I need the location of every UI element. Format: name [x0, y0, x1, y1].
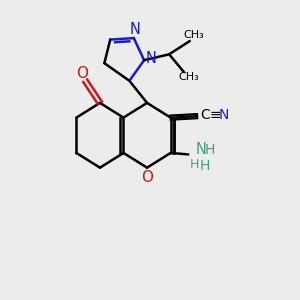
Text: H: H — [205, 143, 215, 157]
Text: N: N — [146, 51, 157, 66]
Text: O: O — [76, 66, 88, 81]
Text: CH₃: CH₃ — [178, 72, 199, 82]
Text: ≡: ≡ — [209, 108, 221, 122]
Text: H: H — [190, 158, 199, 171]
Text: O: O — [141, 170, 153, 185]
Text: C: C — [201, 108, 210, 122]
Text: N: N — [218, 108, 229, 122]
Text: N: N — [196, 142, 206, 158]
Text: H: H — [199, 159, 209, 172]
Text: N: N — [130, 22, 141, 38]
Text: CH₃: CH₃ — [184, 30, 205, 40]
